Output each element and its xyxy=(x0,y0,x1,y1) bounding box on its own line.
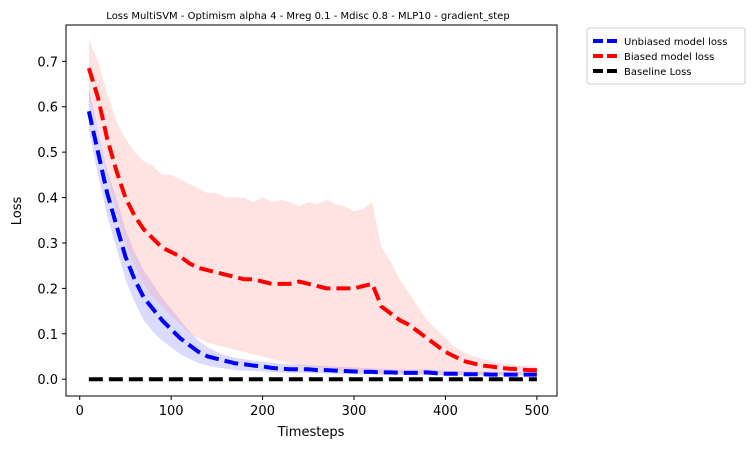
y-tick-label: 0.7 xyxy=(37,55,58,70)
x-tick-label: 200 xyxy=(250,404,275,419)
unbiased-model-loss-legend-label: Unbiased model loss xyxy=(624,37,727,48)
x-axis-title: Timesteps xyxy=(277,425,345,440)
baseline-loss-legend-label: Baseline Loss xyxy=(624,67,692,78)
chart-title: Loss MultiSVM - Optimism alpha 4 - Mreg … xyxy=(106,11,509,22)
y-tick-label: 0.0 xyxy=(37,373,58,388)
legend: Unbiased model loss Biased model loss Base… xyxy=(586,27,746,85)
y-axis-title: Loss xyxy=(10,197,25,226)
x-tick-label: 300 xyxy=(342,404,367,419)
y-tick-label: 0.6 xyxy=(37,101,58,116)
y-tick-label: 0.5 xyxy=(37,146,58,161)
unbiased-model-loss-line xyxy=(86,110,537,377)
x-axis: 0 100 200 300 400 500 xyxy=(76,396,549,419)
legend-box xyxy=(586,27,746,85)
plot-area xyxy=(65,24,558,397)
x-tick-label: 500 xyxy=(524,404,549,419)
x-tick-label: 400 xyxy=(433,404,458,419)
y-tick-label: 0.3 xyxy=(37,237,58,252)
x-tick-label: 100 xyxy=(159,404,184,419)
y-tick-label: 0.4 xyxy=(37,192,58,207)
series-lines xyxy=(86,67,537,382)
plot-frame xyxy=(65,24,558,397)
biased-model-loss-legend-label: Biased model loss xyxy=(624,52,714,63)
y-tick-label: 0.2 xyxy=(37,282,58,297)
y-axis: 0.0 0.1 0.2 0.3 0.4 0.5 0.6 0.7 xyxy=(37,55,66,388)
x-tick-label: 0 xyxy=(76,404,84,419)
y-tick-label: 0.1 xyxy=(37,328,58,343)
confidence-bands xyxy=(88,38,537,376)
biased-model-loss-band xyxy=(88,38,537,375)
